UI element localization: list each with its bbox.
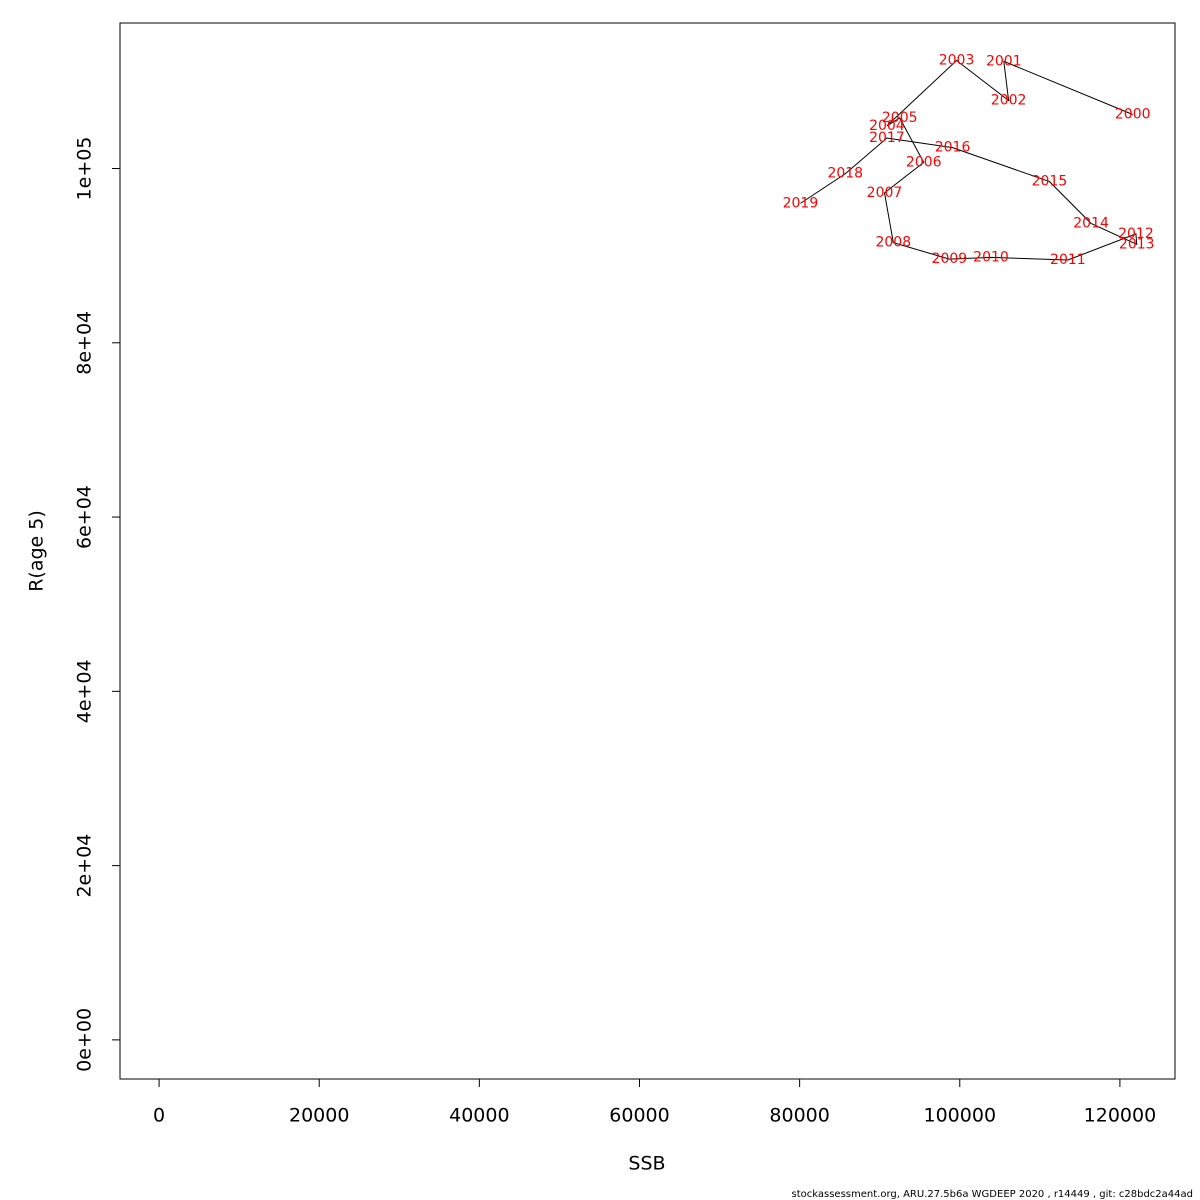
y-axis-label: R(age 5): [26, 510, 48, 592]
point-label: 2005: [882, 110, 918, 126]
point-label: 2007: [867, 185, 903, 201]
x-tick-label: 80000: [769, 1105, 829, 1127]
point-label: 2019: [783, 195, 819, 211]
point-label: 2015: [1032, 174, 1068, 190]
point-label: 2013: [1119, 236, 1155, 252]
y-tick-label: 6e+04: [74, 485, 96, 549]
series-line: [800, 59, 1138, 261]
x-tick-label: 40000: [449, 1105, 509, 1127]
x-axis-label: SSB: [628, 1153, 665, 1175]
point-label: 2012: [1118, 226, 1154, 242]
point-label: 2010: [973, 249, 1009, 265]
x-tick-label: 60000: [609, 1105, 669, 1127]
footnote: stockassessment.org, ARU.27.5b6a WGDEEP …: [792, 1189, 1193, 1200]
y-tick-label: 4e+04: [74, 659, 96, 723]
plot-frame: [119, 22, 1176, 1080]
point-label: 2003: [939, 52, 975, 68]
y-tick-label: 1e+05: [74, 137, 96, 201]
point-label: 2018: [827, 166, 863, 182]
point-label: 2014: [1073, 215, 1109, 231]
point-label: 2011: [1050, 252, 1086, 268]
point-label: 2009: [932, 251, 968, 267]
point-label: 2006: [906, 154, 942, 170]
x-tick-label: 0: [153, 1105, 165, 1127]
point-label: 2008: [875, 235, 911, 251]
x-tick-label: 20000: [289, 1105, 349, 1127]
point-label: 2000: [1115, 106, 1151, 122]
x-tick-label: 120000: [1084, 1105, 1157, 1127]
y-tick-label: 2e+04: [74, 834, 96, 898]
point-label: 2002: [991, 93, 1027, 109]
x-tick-label: 100000: [924, 1105, 997, 1127]
point-label: 2016: [935, 140, 971, 156]
y-tick-label: 8e+04: [74, 311, 96, 375]
point-label: 2001: [986, 53, 1022, 69]
point-label: 2017: [869, 130, 905, 146]
point-label: 2004: [869, 118, 905, 134]
y-tick-label: 0e+00: [74, 1008, 96, 1072]
